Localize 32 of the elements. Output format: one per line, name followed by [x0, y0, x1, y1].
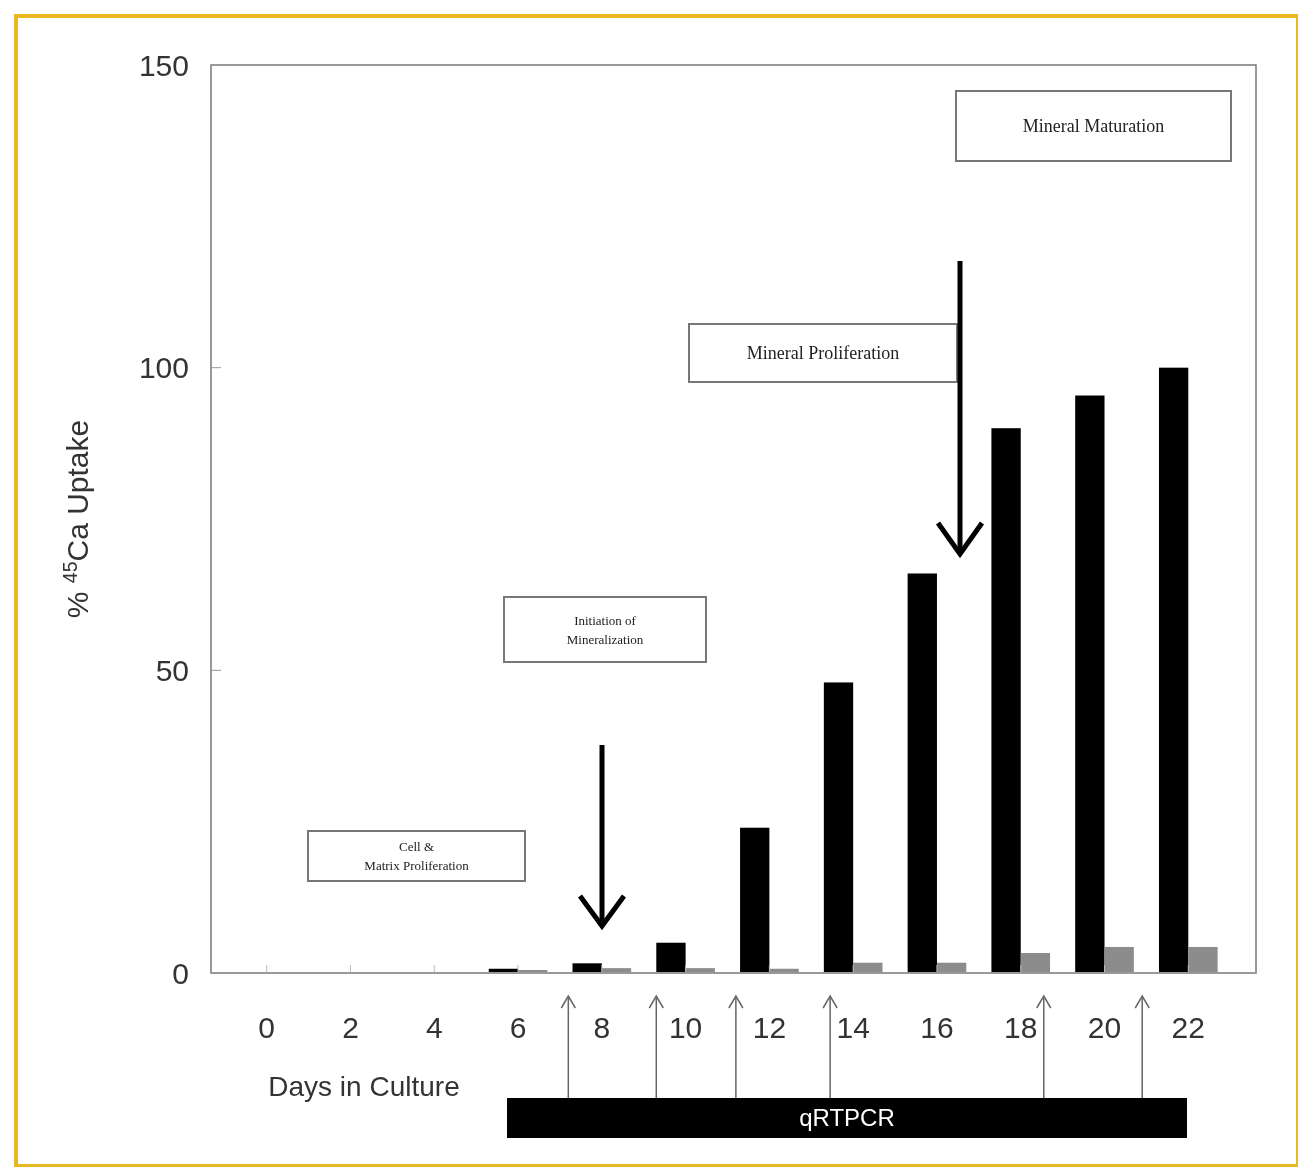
x-tick-label: 14: [836, 1011, 870, 1044]
annotation: Mineral Maturation: [1022, 116, 1165, 137]
bar: [991, 428, 1021, 973]
bar: [1104, 946, 1134, 973]
x-tick-label: 20: [1087, 1011, 1122, 1044]
bar: [1075, 395, 1105, 973]
annotation: Cell & Matrix Proliferation: [364, 839, 470, 874]
x-tick-label: 2: [342, 1011, 359, 1044]
x-tick-label: 8: [593, 1011, 611, 1044]
x-tick-label: 4: [425, 1011, 443, 1044]
bar: [1020, 953, 1051, 973]
x-tick-label: 10: [668, 1011, 703, 1044]
y-tick-label: 50: [155, 653, 189, 687]
y-tick-label: 150: [138, 48, 189, 82]
y-tick-label: 100: [138, 351, 189, 385]
annotation: Initiation of Mineralization: [566, 612, 644, 647]
x-axis-title: Days in Culture: [268, 1071, 460, 1102]
bar: [1188, 946, 1218, 973]
x-tick-label: 16: [920, 1011, 954, 1044]
x-tick-label: 6: [509, 1011, 527, 1044]
y-tick-label: 0: [172, 956, 189, 990]
bar: [907, 573, 937, 973]
bar: [740, 827, 770, 973]
qrtpcr-strip: qRTPCR: [507, 1098, 1187, 1138]
x-tick-label: 12: [752, 1011, 787, 1044]
bar: [823, 682, 854, 973]
annotation: Mineral Proliferation: [746, 343, 900, 364]
x-tick-label: 0: [258, 1011, 276, 1044]
x-tick-label: 22: [1171, 1011, 1205, 1044]
bar: [1158, 367, 1189, 973]
bar: [656, 942, 686, 973]
x-tick-label: 18: [1004, 1011, 1038, 1044]
